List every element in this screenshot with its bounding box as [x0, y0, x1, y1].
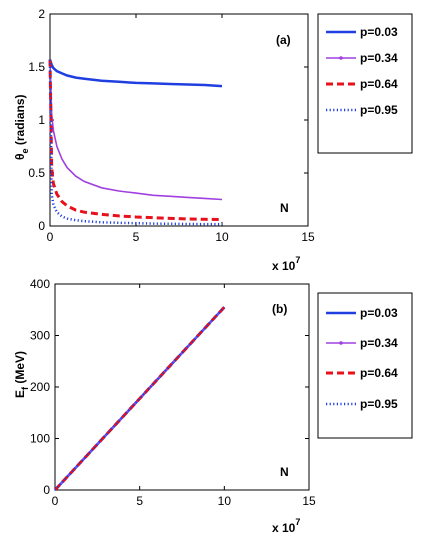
- x-ticks-b: 0 5 10 15: [52, 284, 316, 508]
- series-lines-b: [53, 306, 226, 492]
- y-axis-label-a: θe (radians): [13, 94, 30, 160]
- series-line-p=0.95: [48, 59, 223, 226]
- legend-label: p=0.34: [360, 51, 398, 65]
- x-multiplier-base-a: x 10: [272, 259, 296, 273]
- legend-marker: [339, 56, 343, 60]
- x-tick-label: 5: [133, 230, 140, 244]
- y-tick-label: 100: [30, 432, 50, 446]
- y-label-symbol-b: E: [13, 390, 27, 398]
- y-label-suffix-b: (MeV): [13, 351, 27, 387]
- x-multiplier-b: x 107: [272, 517, 300, 535]
- legend-label: p=0.03: [360, 306, 398, 320]
- x-tick-label: 15: [301, 230, 315, 244]
- y-ticks-b: 0 100 200 300 400: [30, 277, 309, 497]
- x-tick-label: 5: [136, 494, 143, 508]
- y-label-symbol-a: θ: [13, 154, 27, 161]
- legend-label: p=0.95: [360, 397, 398, 411]
- y-label-sub-a: e: [20, 148, 30, 153]
- panel-label-a: (a): [276, 33, 291, 47]
- y-tick-label: 300: [30, 329, 50, 343]
- legend-marker: [339, 341, 343, 345]
- series-line-p=0.64: [48, 59, 223, 222]
- y-tick-label: 0.5: [28, 166, 45, 180]
- x-ticks-a: 0 5 10 15: [47, 14, 315, 244]
- y-label-sub-b: f: [20, 386, 30, 390]
- plot-area-b: [54, 283, 310, 491]
- plot-area-a: [49, 13, 309, 227]
- legend-label: p=0.95: [360, 103, 398, 117]
- panel-label-b: (b): [272, 302, 287, 316]
- legend-box-a: [317, 13, 413, 154]
- series-line-p=0.64: [53, 306, 226, 492]
- x-tick-label: 10: [218, 494, 232, 508]
- x-tick-label: 10: [215, 230, 229, 244]
- y-axis-label-b: Ef (MeV): [13, 351, 30, 398]
- x-tick-label: 15: [302, 494, 316, 508]
- panel-b: 0 5 10 15 0 100 200 300 400 (b) N x 107 Ef (MeV…: [13, 277, 413, 535]
- x-multiplier-exp-a: 7: [295, 255, 300, 265]
- series-lines-a: [48, 59, 223, 226]
- legend-label: p=0.34: [360, 336, 398, 350]
- y-ticks-a: 0 0.5 1 1.5 2: [28, 7, 308, 233]
- x-multiplier-a: x 107: [272, 255, 300, 273]
- x-axis-label-a: N: [280, 201, 289, 215]
- legend-label: p=0.64: [360, 77, 398, 91]
- series-line-p=0.34: [49, 59, 223, 201]
- y-tick-label: 0: [38, 219, 45, 233]
- legend-a: p=0.03 p=0.34 p=0.64 p=0.95: [317, 13, 413, 154]
- legend-label: p=0.64: [360, 366, 398, 380]
- x-multiplier-exp-b: 7: [295, 517, 300, 527]
- legend-box-b: [317, 292, 413, 439]
- legend-b: p=0.03 p=0.34 p=0.64 p=0.95: [317, 292, 413, 439]
- x-tick-label: 0: [52, 494, 59, 508]
- y-tick-label: 1.5: [28, 60, 45, 74]
- x-axis-label-b: N: [280, 465, 289, 479]
- x-multiplier-base-b: x 10: [272, 521, 296, 535]
- y-tick-label: 400: [30, 277, 50, 291]
- y-tick-label: 0: [43, 483, 50, 497]
- series-line-p=0.03: [48, 59, 223, 88]
- x-tick-label: 0: [47, 230, 54, 244]
- y-tick-label: 200: [30, 380, 50, 394]
- y-tick-label: 1: [38, 113, 45, 127]
- panel-a: 0 5 10 15 0 0.5 1 1.5 2 (a) N x 107 θe (radians…: [13, 7, 413, 273]
- legend-label: p=0.03: [360, 25, 398, 39]
- y-label-suffix-a: (radians): [13, 94, 27, 148]
- y-tick-label: 2: [38, 7, 45, 21]
